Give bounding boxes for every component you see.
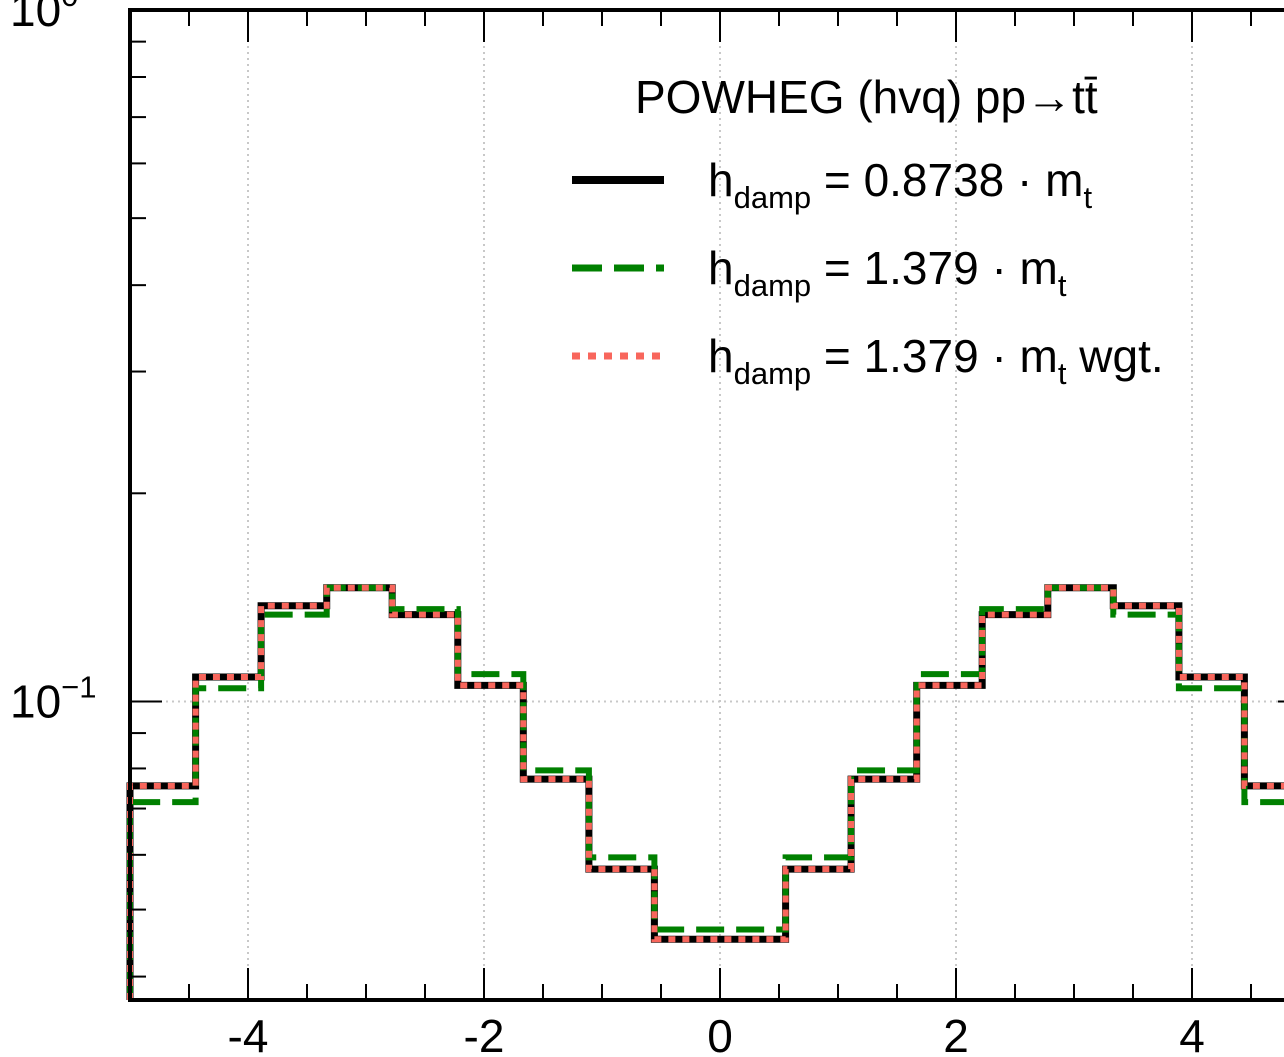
x-tick-labels: -4 -2 0 2 4 — [228, 1010, 1205, 1057]
grid-lines — [130, 9, 1284, 1000]
y-tick-labels: 100 10−1 — [10, 0, 97, 727]
x-tick-label: 4 — [1179, 1010, 1205, 1057]
legend-label-1: hdamp = 0.8738 · mt — [708, 154, 1092, 215]
legend-label-3: hdamp = 1.379 · mt wgt. — [708, 330, 1164, 391]
y-tick-label: 10−1 — [10, 669, 97, 727]
y-tick-label: 100 — [10, 0, 78, 36]
x-tick-label: -4 — [228, 1010, 269, 1057]
legend-label-2: hdamp = 1.379 · mt — [708, 242, 1067, 303]
series-line-1 — [126, 584, 1284, 1000]
legend: POWHEG (hvq) pp→tt̄ hdamp = 0.8738 · mt h… — [572, 71, 1164, 391]
series-layer — [126, 584, 1284, 1000]
x-tick-label: 0 — [707, 1010, 733, 1057]
series-line-3 — [127, 584, 1284, 1000]
x-tick-label: 2 — [943, 1010, 969, 1057]
plot-frame — [128, 8, 1284, 1002]
axis-ticks — [129, 9, 1284, 1000]
x-tick-label: -2 — [464, 1010, 505, 1057]
legend-title: POWHEG (hvq) pp→tt̄ — [635, 71, 1098, 123]
